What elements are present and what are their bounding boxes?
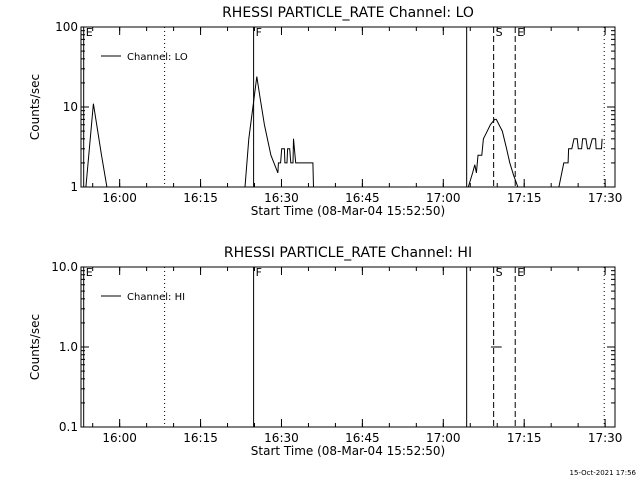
event-marker-label: E [86,26,93,39]
x-axis-label: Start Time (08-Mar-04 15:52:50) [251,204,445,218]
x-tick-label: 16:30 [264,431,299,445]
x-tick-label: 17:30 [588,431,623,445]
x-tick-label: 17:30 [588,191,623,205]
x-tick-label: 17:15 [507,431,542,445]
event-marker-label: S [496,266,503,279]
legend-label: Channel: HI [127,292,185,303]
chart-panel-1: RHESSI PARTICLE_RATE Channel: LO 16:00 16:… [28,5,622,218]
chart-title: RHESSI PARTICLE_RATE Channel: LO [222,5,474,21]
event-marker-label: F [256,26,262,39]
event-marker-label: E [86,266,93,279]
chart-title: RHESSI PARTICLE_RATE Channel: HI [224,245,472,261]
x-tick-label: 17:00 [426,431,461,445]
data-series-line [85,76,603,187]
event-marker-label: S [496,26,503,39]
y-tick-label: 0.1 [59,420,78,434]
y-tick-label: 10.0 [51,260,78,274]
chart-panel-2: RHESSI PARTICLE_RATE Channel: HI 16:00 16:… [28,245,622,458]
x-tick-label: 17:15 [507,191,542,205]
timestamp-footer: 15-Oct-2021 17:56 [570,469,637,477]
event-marker-label: E [517,26,524,39]
x-tick-label: 16:30 [264,191,299,205]
x-tick-label: 16:45 [345,191,380,205]
plot-frame [80,26,616,188]
x-tick-label: 16:15 [183,431,218,445]
event-marker-label: E [517,266,524,279]
x-axis-label: Start Time (08-Mar-04 15:52:50) [251,444,445,458]
x-tick-label: 16:00 [102,191,137,205]
x-tick-label: 16:15 [183,191,218,205]
y-axis-label: Counts/sec [28,314,42,380]
x-tick-label: 16:45 [345,431,380,445]
y-tick-label: 10 [63,100,78,114]
y-tick-label: 1.0 [59,340,78,354]
event-marker-label: F [256,266,262,279]
x-tick-label: 16:00 [102,431,137,445]
y-tick-label: 1 [70,180,78,194]
y-tick-label: 100 [55,20,78,34]
plot-frame [80,266,616,428]
x-tick-label: 17:00 [426,191,461,205]
legend-label: Channel: LO [127,52,188,63]
y-axis-label: Counts/sec [28,74,42,140]
